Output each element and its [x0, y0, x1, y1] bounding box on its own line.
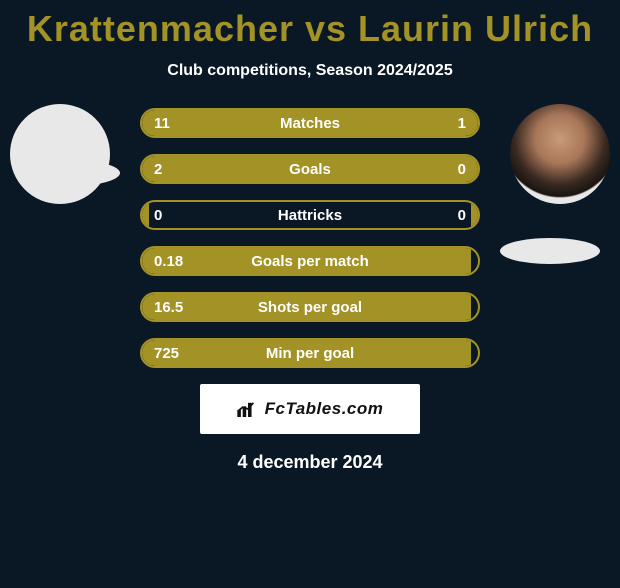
stat-bar: 725Min per goal	[140, 338, 480, 368]
stat-bar-fill-right	[471, 156, 478, 182]
stat-bar-fill-right	[471, 202, 478, 228]
stat-value-right: 1	[458, 110, 466, 136]
brand-text: FcTables.com	[265, 399, 384, 419]
stat-value-left: 16.5	[154, 294, 183, 320]
stat-bar: 111Matches	[140, 108, 480, 138]
stat-bar-fill-left	[142, 156, 471, 182]
player-right-avatar	[510, 104, 610, 204]
stat-bars: 111Matches20Goals00Hattricks0.18Goals pe…	[140, 108, 480, 368]
stat-bar: 0 0Hattricks	[140, 200, 480, 230]
stat-bar-fill-left	[142, 294, 471, 320]
stat-bar: 20Goals	[140, 154, 480, 184]
date-text: 4 december 2024	[0, 452, 620, 473]
stat-label: Hattricks	[142, 202, 478, 228]
stat-bar: 16.5Shots per goal	[140, 292, 480, 322]
stat-bar-fill-left	[142, 248, 471, 274]
stat-value-left: 2	[154, 156, 162, 182]
brand-logo-icon	[237, 401, 259, 417]
player-right-badge	[500, 238, 600, 264]
page-title: Krattenmacher vs Laurin Ulrich	[0, 8, 620, 50]
subtitle: Club competitions, Season 2024/2025	[0, 62, 620, 80]
player-left-avatar	[10, 104, 110, 204]
stat-bar-fill-left	[142, 202, 149, 228]
stat-bar: 0.18Goals per match	[140, 246, 480, 276]
stat-value-right: 0	[458, 202, 466, 228]
stat-bar-fill-left	[142, 110, 404, 136]
stat-bar-fill-left	[142, 340, 471, 366]
brand-card: FcTables.com	[200, 384, 420, 434]
stat-value-left: 725	[154, 340, 179, 366]
stat-value-left: 0	[154, 202, 162, 228]
player-left-badge	[20, 160, 120, 186]
stat-value-left: 0.18	[154, 248, 183, 274]
stat-bar-fill-right	[404, 110, 478, 136]
comparison-arena: 111Matches20Goals00Hattricks0.18Goals pe…	[0, 108, 620, 368]
stat-value-left: 11	[154, 110, 170, 136]
stat-value-right: 0	[458, 156, 466, 182]
